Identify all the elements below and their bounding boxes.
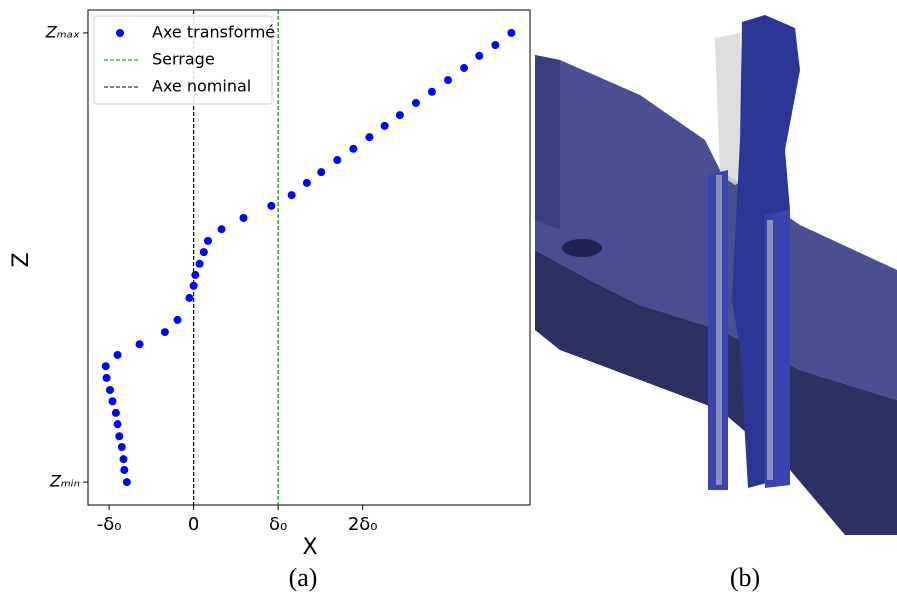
point (118, 443, 126, 451)
x-tick-label: 2δ₀ (348, 514, 378, 535)
render-3d (535, 15, 897, 535)
hole (562, 239, 602, 257)
point (491, 41, 499, 49)
x-tick-label: δ₀ (269, 514, 287, 535)
point (475, 52, 483, 60)
point (317, 168, 325, 176)
point (103, 374, 111, 382)
point (112, 409, 120, 417)
y-tick-label: Zₘₐₓ (45, 22, 80, 41)
point (191, 271, 199, 279)
ring-inner (535, 55, 560, 230)
point (444, 76, 452, 84)
figure: (a) (b) X Z -δ₀ 0 δ₀ 2δ₀ Zₘᵢₙ Zₘₐₓ Axe transfo… (0, 0, 897, 596)
point (102, 362, 110, 370)
x-tick-label: -δ₀ (97, 514, 122, 535)
point (185, 294, 193, 302)
point (136, 340, 144, 348)
caption: (b) (730, 563, 760, 592)
point (507, 29, 515, 37)
point (174, 316, 182, 324)
point (240, 214, 248, 222)
point (412, 99, 420, 107)
x-tick-label: 0 (188, 514, 199, 535)
tube-edge (716, 175, 722, 485)
caption: (a) (289, 563, 318, 592)
point (333, 156, 341, 164)
legend-label: Serrage (152, 50, 215, 69)
point (381, 122, 389, 130)
point (288, 191, 296, 199)
point (204, 237, 212, 245)
point (460, 64, 468, 72)
y-tick-label: Zₘᵢₙ (49, 472, 80, 491)
point (428, 88, 436, 96)
point (396, 111, 404, 119)
point (218, 225, 226, 233)
point (349, 145, 357, 153)
point (119, 455, 127, 463)
point (196, 260, 204, 268)
legend-label: Axe transformé (152, 23, 275, 42)
point (114, 420, 122, 428)
point (106, 386, 114, 394)
y-axis-label: Z (9, 252, 34, 267)
point (267, 202, 275, 210)
point (109, 397, 117, 405)
page: (a) (b) X Z -δ₀ 0 δ₀ 2δ₀ Zₘᵢₙ Zₘₐₓ Axe transfo… (0, 0, 897, 596)
point (303, 179, 311, 187)
point (115, 432, 123, 440)
point (114, 351, 122, 359)
point (365, 133, 373, 141)
tube-edge (767, 220, 773, 480)
point (161, 328, 169, 336)
x-axis-label: X (302, 535, 317, 560)
point (190, 282, 198, 290)
point (200, 248, 208, 256)
legend-label: Axe nominal (152, 77, 251, 96)
point (123, 478, 131, 486)
legend-marker (116, 29, 124, 37)
point (120, 466, 128, 474)
